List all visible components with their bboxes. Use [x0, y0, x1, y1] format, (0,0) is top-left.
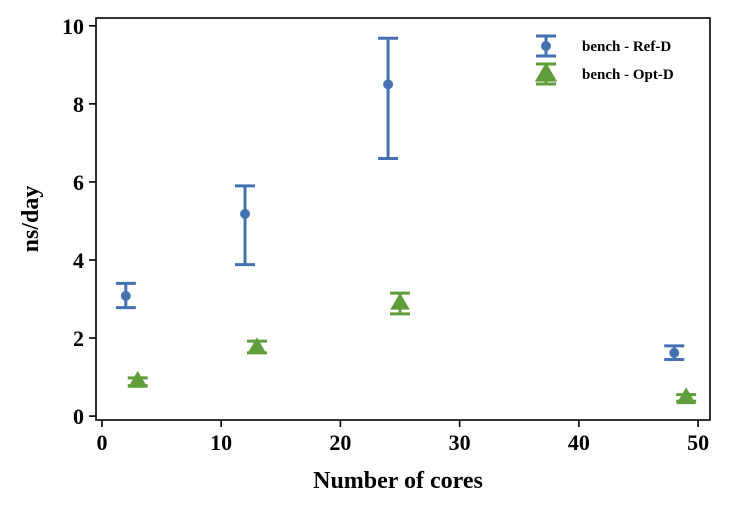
- data-point: [383, 79, 394, 90]
- y-axis-label: ns/day: [18, 186, 44, 253]
- legend-label: bench - Opt-D: [582, 67, 674, 83]
- x-tick-label: 0: [96, 430, 107, 455]
- data-point: [247, 337, 267, 355]
- y-tick-label: 8: [73, 92, 84, 117]
- data-point: [127, 370, 148, 388]
- x-tick-label: 40: [568, 430, 590, 455]
- y-tick-label: 4: [73, 248, 84, 273]
- x-tick-label: 20: [329, 430, 351, 455]
- axis-ticks: 0 10 20 30 40 50 0 2 4 6 8 10: [62, 14, 709, 455]
- legend-marker: [534, 62, 558, 82]
- data-point: [390, 292, 410, 310]
- y-tick-label: 0: [73, 404, 84, 429]
- x-tick-label: 10: [210, 430, 232, 455]
- series-bench-opt-d: [127, 291, 697, 405]
- x-tick-label: 30: [449, 430, 471, 455]
- data-marks: [115, 36, 697, 405]
- legend-marker: [541, 41, 551, 51]
- data-point: [676, 387, 696, 405]
- plot-frame: [95, 17, 711, 421]
- legend-item: bench - Opt-D: [534, 62, 674, 86]
- x-axis-label: Number of cores: [313, 468, 483, 494]
- y-tick-label: 6: [73, 170, 84, 195]
- legend: bench - Ref-D bench - Opt-D: [534, 34, 674, 86]
- data-point: [240, 208, 250, 219]
- legend-item: bench - Ref-D: [536, 34, 671, 58]
- x-tick-label: 50: [687, 430, 709, 455]
- plot-area: [95, 17, 711, 421]
- legend-label: bench - Ref-D: [582, 39, 671, 55]
- data-point: [669, 347, 680, 358]
- y-tick-label: 2: [73, 326, 84, 351]
- series-bench-ref-d: [115, 36, 685, 362]
- data-point: [120, 290, 131, 301]
- y-tick-label: 10: [62, 14, 84, 39]
